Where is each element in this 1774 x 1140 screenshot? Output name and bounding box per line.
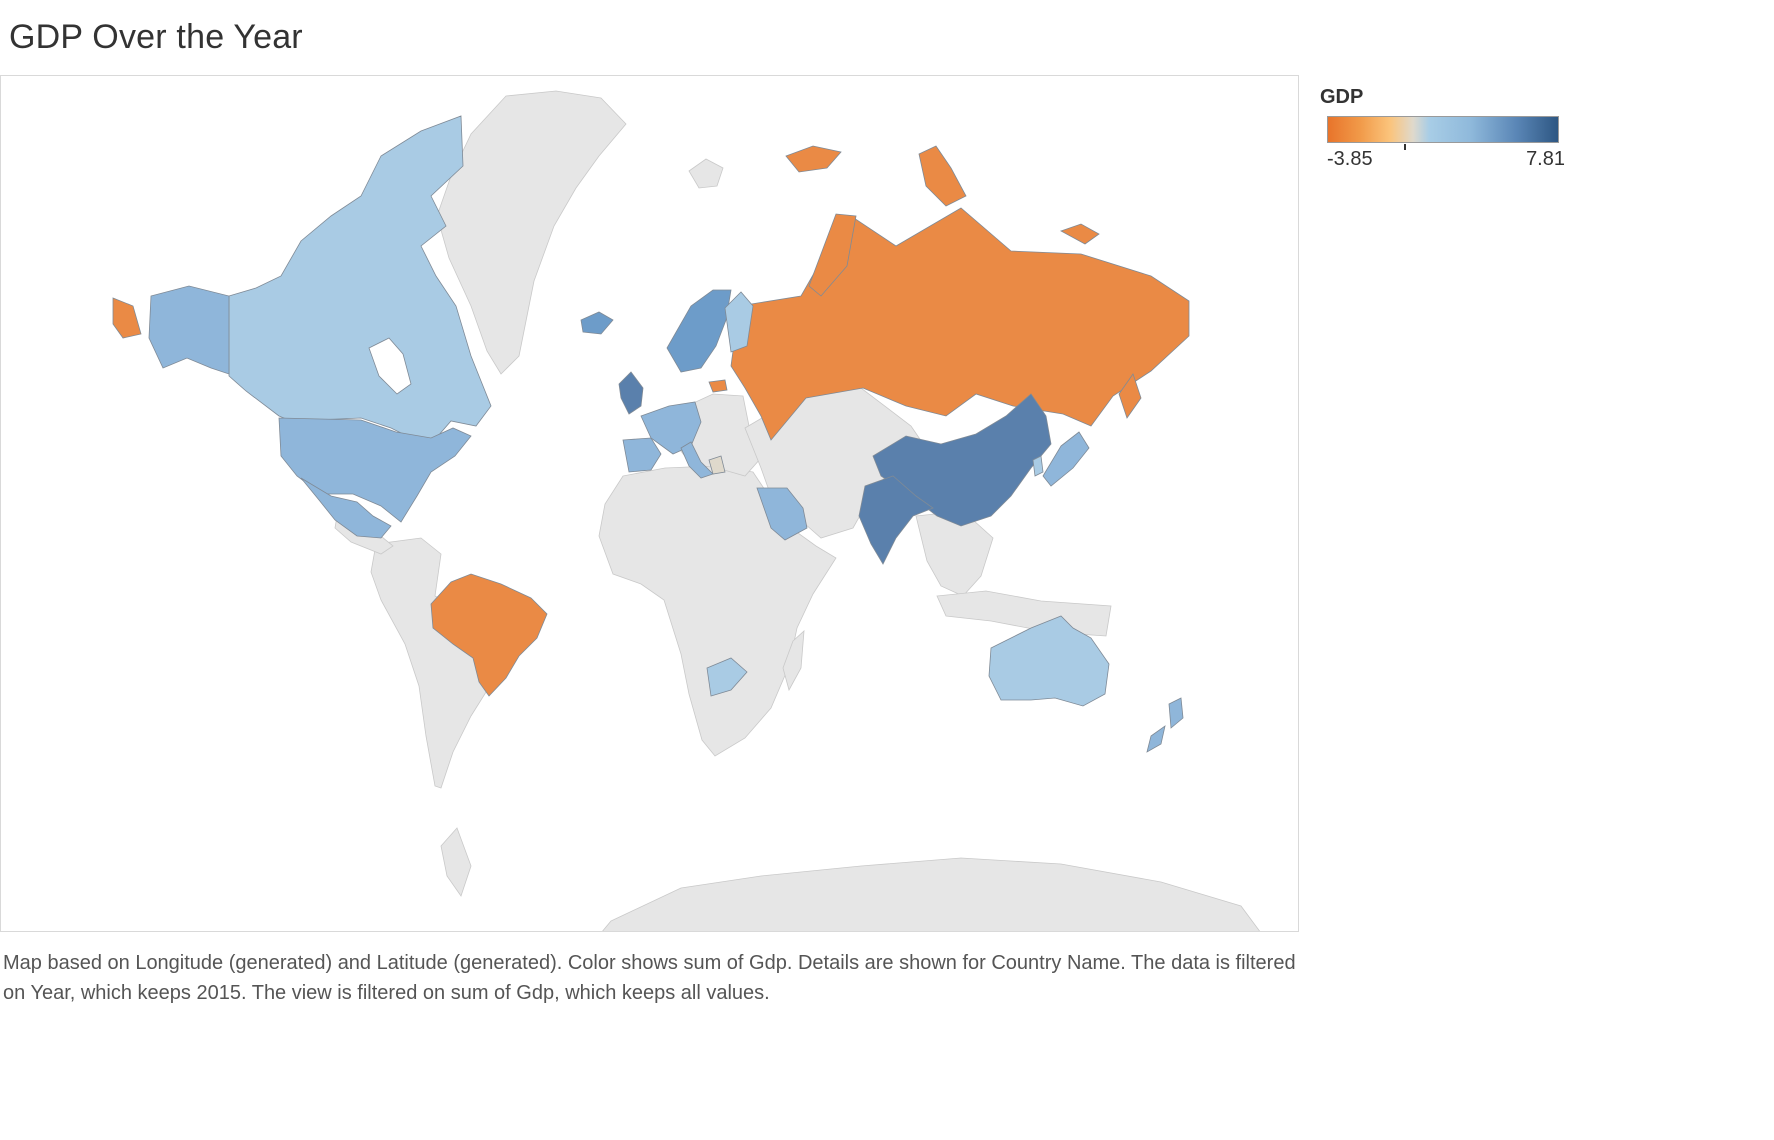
map-caption: Map based on Longitude (generated) and L… <box>3 952 1296 1004</box>
country-russia-novaya-zemlya[interactable] <box>918 145 967 207</box>
gdp-countries[interactable] <box>112 115 1190 753</box>
indonesia[interactable] <box>936 590 1112 637</box>
country-west-europe[interactable] <box>640 401 702 455</box>
country-india[interactable] <box>858 475 934 565</box>
country-mexico[interactable] <box>300 477 392 539</box>
map-view[interactable] <box>0 75 1299 932</box>
country-russia-alaska-tip[interactable] <box>112 297 142 339</box>
antarctica <box>602 857 1261 931</box>
page-title: GDP Over the Year <box>9 18 303 56</box>
country-canada[interactable] <box>228 115 492 445</box>
no-data-land <box>334 90 1261 931</box>
country-uk-ireland[interactable] <box>618 371 644 415</box>
south-america[interactable] <box>370 537 502 789</box>
legend-min-label: -3.85 <box>1327 148 1373 170</box>
country-spain-portugal[interactable] <box>622 437 662 473</box>
country-greece[interactable] <box>708 455 726 475</box>
country-saudi-arabia[interactable] <box>756 487 808 541</box>
country-iceland[interactable] <box>580 311 614 335</box>
country-russia-north-islands[interactable] <box>1060 223 1100 245</box>
country-usa[interactable] <box>278 417 472 523</box>
legend-max-label: 7.81 <box>1526 148 1565 170</box>
arctic-islands <box>440 827 472 897</box>
greenland[interactable] <box>436 90 627 375</box>
country-japan[interactable] <box>1042 431 1090 487</box>
hudson-bay <box>368 337 412 395</box>
world-map[interactable] <box>1 76 1299 932</box>
country-norway-sweden[interactable] <box>666 289 732 373</box>
country-russia-kamchatka[interactable] <box>1118 373 1142 419</box>
legend-title: GDP <box>1320 86 1364 108</box>
country-australia[interactable] <box>988 615 1110 707</box>
legend-zero-tick <box>1404 144 1406 150</box>
country-belarus[interactable] <box>708 379 728 393</box>
country-new-zealand[interactable] <box>1146 697 1184 753</box>
country-usa-alaska[interactable] <box>148 285 230 375</box>
legend-gradient-bar <box>1327 116 1559 150</box>
svalbard <box>688 158 724 189</box>
country-russia[interactable] <box>730 207 1190 441</box>
country-finland[interactable] <box>724 291 754 353</box>
country-russia-west[interactable] <box>808 213 857 297</box>
country-korea[interactable] <box>1032 455 1044 477</box>
country-brazil[interactable] <box>430 573 548 697</box>
color-legend: GDP -3.85 7.81 <box>1320 86 1565 172</box>
country-south-africa[interactable] <box>706 657 748 697</box>
country-russia-far-islands[interactable] <box>785 145 842 173</box>
southeast-asia[interactable] <box>915 510 994 597</box>
madagascar <box>782 630 805 692</box>
